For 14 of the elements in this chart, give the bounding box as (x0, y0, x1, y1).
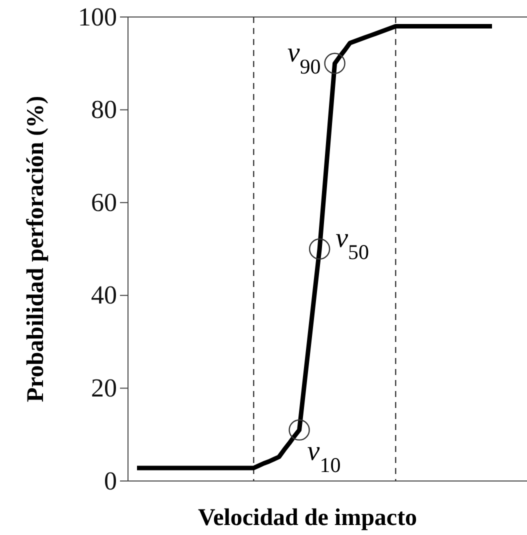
point (288, 419, 310, 441)
point (324, 52, 346, 74)
y-tick-label: 20 (91, 374, 117, 403)
annotation: v$_{50}$ (336, 223, 370, 264)
y-tick-label: 80 (91, 95, 117, 124)
x-axis-title: Velocidad de impacto (198, 505, 418, 531)
annotation: v$_{10}$ (307, 436, 341, 477)
y-tick-label: 60 (91, 188, 117, 217)
y-tick-label: 40 (91, 280, 117, 310)
annotation: v$_{90}$ (287, 37, 321, 78)
point (308, 238, 330, 260)
y-tick-label: 0 (104, 466, 117, 496)
y-axis-title: Probabilidad perforación (%) (23, 96, 49, 402)
y-tick-label: 100 (78, 2, 117, 32)
